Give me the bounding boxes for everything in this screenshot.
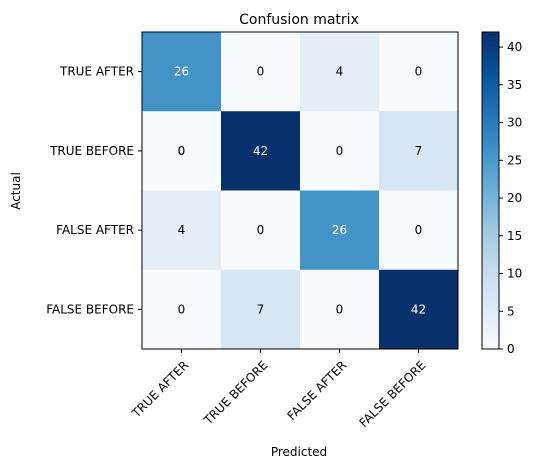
heatmap-cell xyxy=(221,32,301,112)
cell-value-label: 26 xyxy=(174,65,189,79)
y-axis-ticks: TRUE AFTER TRUE BEFORE FALSE AFTER FALSE BE… xyxy=(46,65,142,316)
y-tick-label: TRUE BEFORE xyxy=(49,144,134,158)
x-axis-label: Predicted xyxy=(271,445,327,459)
x-axis-ticks: TRUE AFTER TRUE BEFORE FALSE AFTER FALSE BE… xyxy=(129,349,428,430)
heatmap-cell xyxy=(142,190,222,271)
heatmap-cell xyxy=(142,111,222,191)
cell-value-label: 4 xyxy=(178,223,186,237)
colorbar-tick-label: 20 xyxy=(507,191,522,205)
colorbar-tick-label: 30 xyxy=(507,116,522,130)
colorbar-tick-label: 25 xyxy=(507,153,522,167)
heatmap-cell xyxy=(300,190,380,271)
chart-title: Confusion matrix xyxy=(239,12,359,28)
cell-value-label: 0 xyxy=(415,223,423,237)
cell-value-label: 7 xyxy=(257,302,265,316)
heatmap-cell xyxy=(300,111,380,191)
colorbar-tick-label: 5 xyxy=(507,304,515,318)
heatmap-cells xyxy=(142,32,459,350)
y-tick-label: FALSE AFTER xyxy=(56,223,134,237)
cell-value-label: 0 xyxy=(257,65,265,79)
heatmap-cell xyxy=(379,111,459,191)
y-tick-label: FALSE BEFORE xyxy=(46,302,134,316)
colorbar-tick-label: 0 xyxy=(507,342,515,356)
heatmap-cell xyxy=(300,32,380,112)
cell-value-label: 0 xyxy=(336,302,344,316)
colorbar-tick-label: 15 xyxy=(507,229,522,243)
cell-value-label: 7 xyxy=(415,144,423,158)
cell-value-label: 0 xyxy=(178,302,186,316)
cell-value-label: 0 xyxy=(336,144,344,158)
x-tick-label: FALSE BEFORE xyxy=(356,358,428,430)
plot-frame xyxy=(141,31,459,350)
y-tick-label: TRUE AFTER xyxy=(59,65,134,79)
heatmap-cell xyxy=(379,190,459,271)
heatmap-cell xyxy=(142,269,222,350)
cell-value-label: 0 xyxy=(415,65,423,79)
cell-value-label: 26 xyxy=(332,223,347,237)
colorbar-tick-label: 35 xyxy=(507,78,522,92)
cell-value-label: 0 xyxy=(257,223,265,237)
heatmap-cell xyxy=(221,190,301,271)
colorbar-tick-label: 10 xyxy=(507,267,522,281)
cell-value-label: 0 xyxy=(178,144,186,158)
heatmap-cell xyxy=(379,269,459,350)
colorbar xyxy=(481,31,500,350)
cell-value-label: 4 xyxy=(336,65,344,79)
heatmap-cell xyxy=(300,269,380,350)
cell-value-labels: 26 0 4 0 0 42 0 7 4 0 26 0 0 7 0 42 xyxy=(174,65,426,317)
colorbar-tick-label: 40 xyxy=(507,40,522,54)
heatmap-cell xyxy=(221,269,301,350)
heatmap-cell xyxy=(142,32,222,112)
x-tick-label: FALSE AFTER xyxy=(284,358,349,423)
cell-value-label: 42 xyxy=(253,144,268,158)
x-tick-label: TRUE AFTER xyxy=(129,358,192,421)
cell-value-label: 42 xyxy=(411,302,426,316)
y-axis-label: Actual xyxy=(9,172,23,210)
x-tick-label: TRUE BEFORE xyxy=(200,358,270,428)
colorbar-ticks: 0 5 10 15 20 25 30 35 40 xyxy=(499,40,522,356)
heatmap-cell xyxy=(221,111,301,191)
heatmap-cell xyxy=(379,32,459,112)
